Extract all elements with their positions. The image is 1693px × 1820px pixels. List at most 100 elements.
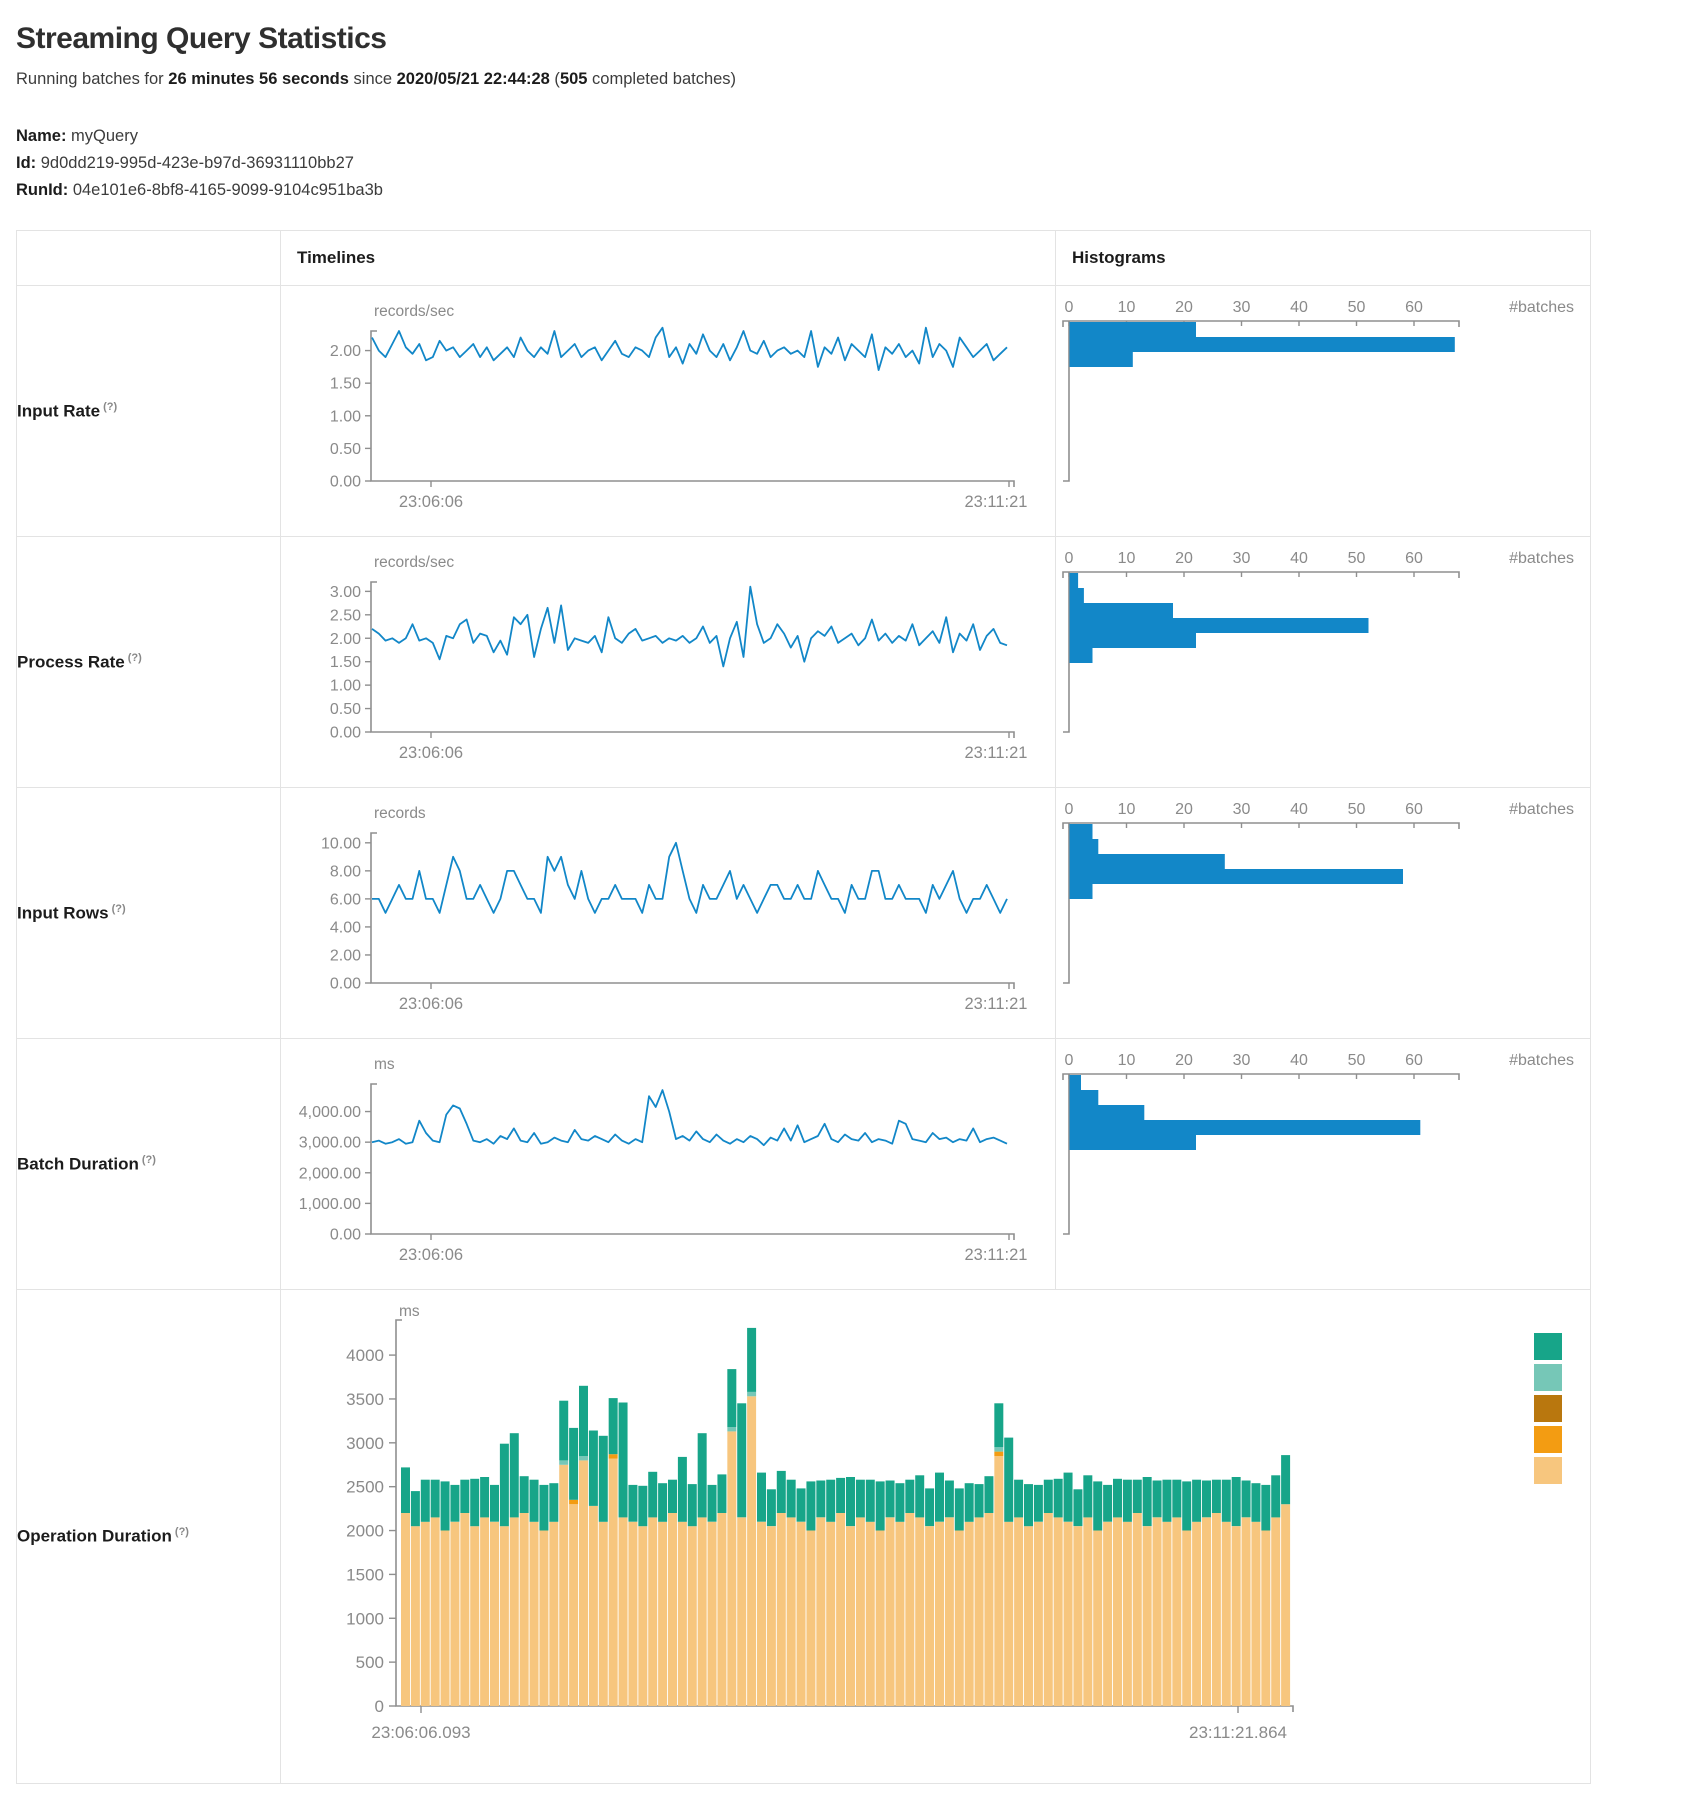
svg-text:2.00: 2.00 bbox=[330, 343, 361, 360]
svg-text:2.00: 2.00 bbox=[330, 631, 361, 648]
svg-text:records: records bbox=[374, 805, 426, 822]
svg-text:20: 20 bbox=[1175, 299, 1193, 316]
batch-duration-timeline-cell: ms 4,000.00 3,000.00 2,000.00 1,000.00 0.00 23… bbox=[280, 1038, 1056, 1290]
svg-text:4,000.00: 4,000.00 bbox=[299, 1104, 361, 1121]
svg-text:#batches: #batches bbox=[1509, 801, 1574, 818]
input-rows-timeline-chart: records 10.00 8.00 6.00 4.00 2.00 0.00 23:06:06… bbox=[321, 805, 1028, 1013]
svg-text:60: 60 bbox=[1405, 1052, 1423, 1069]
input-rate-timeline-chart: records/sec 2.00 1.50 1.00 0.50 0.00 23:06:06 2… bbox=[330, 303, 1028, 511]
svg-text:0.00: 0.00 bbox=[330, 725, 361, 742]
page-title: Streaming Query Statistics bbox=[16, 22, 387, 55]
completed-batches-count: 505 bbox=[559, 70, 588, 88]
svg-text:23:11:21: 23:11:21 bbox=[964, 995, 1027, 1013]
legend-swatch-dark-gold bbox=[1534, 1395, 1562, 1422]
svg-text:23:11:21: 23:11:21 bbox=[964, 493, 1027, 511]
runid-label: RunId: bbox=[16, 181, 69, 199]
legend-swatch-orange bbox=[1534, 1426, 1562, 1453]
svg-text:10: 10 bbox=[1118, 299, 1136, 316]
svg-text:6.00: 6.00 bbox=[330, 891, 361, 908]
batch-duration-timeline-chart: ms 4,000.00 3,000.00 2,000.00 1,000.00 0.00 23… bbox=[299, 1056, 1028, 1264]
query-id-row: Id: 9d0dd219-995d-423e-b97d-36931110bb27 bbox=[16, 150, 1677, 177]
start-timestamp: 2020/05/21 22:44:28 bbox=[396, 70, 550, 88]
svg-text:2000: 2000 bbox=[346, 1522, 384, 1541]
histograms-column-header: Histograms bbox=[1055, 230, 1591, 286]
svg-text:10: 10 bbox=[1118, 801, 1136, 818]
svg-text:30: 30 bbox=[1233, 801, 1251, 818]
svg-text:30: 30 bbox=[1233, 299, 1251, 316]
svg-text:0: 0 bbox=[1065, 801, 1074, 818]
svg-text:40: 40 bbox=[1290, 801, 1308, 818]
svg-text:1500: 1500 bbox=[346, 1565, 384, 1584]
svg-text:20: 20 bbox=[1175, 801, 1193, 818]
svg-text:2.50: 2.50 bbox=[330, 607, 361, 624]
svg-text:23:06:06: 23:06:06 bbox=[399, 1246, 463, 1264]
svg-text:0.00: 0.00 bbox=[330, 976, 361, 993]
svg-text:60: 60 bbox=[1405, 299, 1423, 316]
svg-text:50: 50 bbox=[1348, 550, 1366, 567]
id-value: 9d0dd219-995d-423e-b97d-36931110bb27 bbox=[36, 154, 354, 172]
svg-text:23:06:06.093: 23:06:06.093 bbox=[371, 1723, 470, 1742]
svg-text:40: 40 bbox=[1290, 299, 1308, 316]
legend-swatch-tan bbox=[1534, 1457, 1562, 1484]
query-name-row: Name: myQuery bbox=[16, 123, 1677, 150]
svg-text:records/sec: records/sec bbox=[374, 303, 454, 320]
status-text: since bbox=[348, 70, 397, 88]
metric-column-header bbox=[16, 230, 281, 286]
svg-text:2.00: 2.00 bbox=[330, 947, 361, 964]
input-rate-row: Input Rate (?) records/sec 2.00 1.50 1.00 0.5… bbox=[16, 285, 1591, 537]
running-batches-status: Running batches for 26 minutes 56 second… bbox=[16, 70, 1677, 89]
process-rate-timeline-cell: records/sec 3.00 2.50 2.00 1.50 1.00 0.50 0.00 2… bbox=[280, 536, 1056, 788]
svg-text:23:11:21: 23:11:21 bbox=[964, 744, 1027, 762]
help-icon[interactable]: (?) bbox=[111, 902, 126, 915]
svg-text:3,000.00: 3,000.00 bbox=[299, 1135, 361, 1152]
svg-text:#batches: #batches bbox=[1509, 1052, 1574, 1069]
svg-text:4.00: 4.00 bbox=[330, 919, 361, 936]
row-label: Process Rate bbox=[17, 652, 125, 672]
row-label: Batch Duration bbox=[17, 1154, 139, 1174]
name-value: myQuery bbox=[66, 127, 138, 145]
svg-text:40: 40 bbox=[1290, 1052, 1308, 1069]
svg-text:1.00: 1.00 bbox=[330, 678, 361, 695]
status-text: Running batches for bbox=[16, 70, 169, 88]
svg-text:20: 20 bbox=[1175, 550, 1193, 567]
svg-text:3.00: 3.00 bbox=[330, 584, 361, 601]
row-label: Input Rate bbox=[17, 401, 101, 421]
batch-duration-row: Batch Duration (?) ms 4,000.00 3,000.00 2,00… bbox=[16, 1038, 1591, 1290]
row-label: Operation Duration bbox=[17, 1526, 172, 1546]
svg-text:0: 0 bbox=[375, 1697, 384, 1716]
input-rate-histogram-cell: 0 10 20 30 40 50 60 #batches bbox=[1055, 285, 1591, 537]
svg-text:10: 10 bbox=[1118, 550, 1136, 567]
operation-duration-legend bbox=[1534, 1333, 1562, 1488]
svg-text:4000: 4000 bbox=[346, 1346, 384, 1365]
svg-text:0: 0 bbox=[1065, 1052, 1074, 1069]
svg-text:0: 0 bbox=[1065, 550, 1074, 567]
help-icon[interactable]: (?) bbox=[174, 1526, 189, 1539]
svg-text:50: 50 bbox=[1348, 801, 1366, 818]
svg-text:2,000.00: 2,000.00 bbox=[299, 1165, 361, 1182]
svg-text:#batches: #batches bbox=[1509, 550, 1574, 567]
svg-text:30: 30 bbox=[1233, 1052, 1251, 1069]
svg-text:0: 0 bbox=[1065, 299, 1074, 316]
process-rate-histogram-chart: 0 10 20 30 40 50 60 #batches bbox=[1062, 550, 1574, 733]
svg-text:23:11:21.864: 23:11:21.864 bbox=[1189, 1723, 1287, 1742]
svg-text:20: 20 bbox=[1175, 1052, 1193, 1069]
input-rows-timeline-cell: records 10.00 8.00 6.00 4.00 2.00 0.00 23:06:06… bbox=[280, 787, 1056, 1039]
query-metadata: Name: myQuery Id: 9d0dd219-995d-423e-b97… bbox=[16, 123, 1677, 204]
operation-duration-row: Operation Duration (?) ms 4000 3500 3000 2500… bbox=[16, 1289, 1591, 1784]
svg-text:40: 40 bbox=[1290, 550, 1308, 567]
svg-text:0.00: 0.00 bbox=[330, 474, 361, 491]
svg-text:10.00: 10.00 bbox=[321, 835, 361, 852]
svg-text:1,000.00: 1,000.00 bbox=[299, 1196, 361, 1213]
svg-text:23:11:21: 23:11:21 bbox=[964, 1246, 1027, 1264]
help-icon[interactable]: (?) bbox=[127, 651, 142, 664]
process-rate-timeline-chart: records/sec 3.00 2.50 2.00 1.50 1.00 0.50 0.00 2… bbox=[330, 554, 1028, 762]
process-rate-label-cell: Process Rate (?) bbox=[16, 536, 281, 788]
input-rate-label-cell: Input Rate (?) bbox=[16, 285, 281, 537]
svg-text:10: 10 bbox=[1118, 1052, 1136, 1069]
svg-text:0.00: 0.00 bbox=[330, 1227, 361, 1244]
help-icon[interactable]: (?) bbox=[103, 400, 118, 413]
svg-text:50: 50 bbox=[1348, 1052, 1366, 1069]
svg-text:0.50: 0.50 bbox=[330, 701, 361, 718]
help-icon[interactable]: (?) bbox=[141, 1153, 156, 1166]
